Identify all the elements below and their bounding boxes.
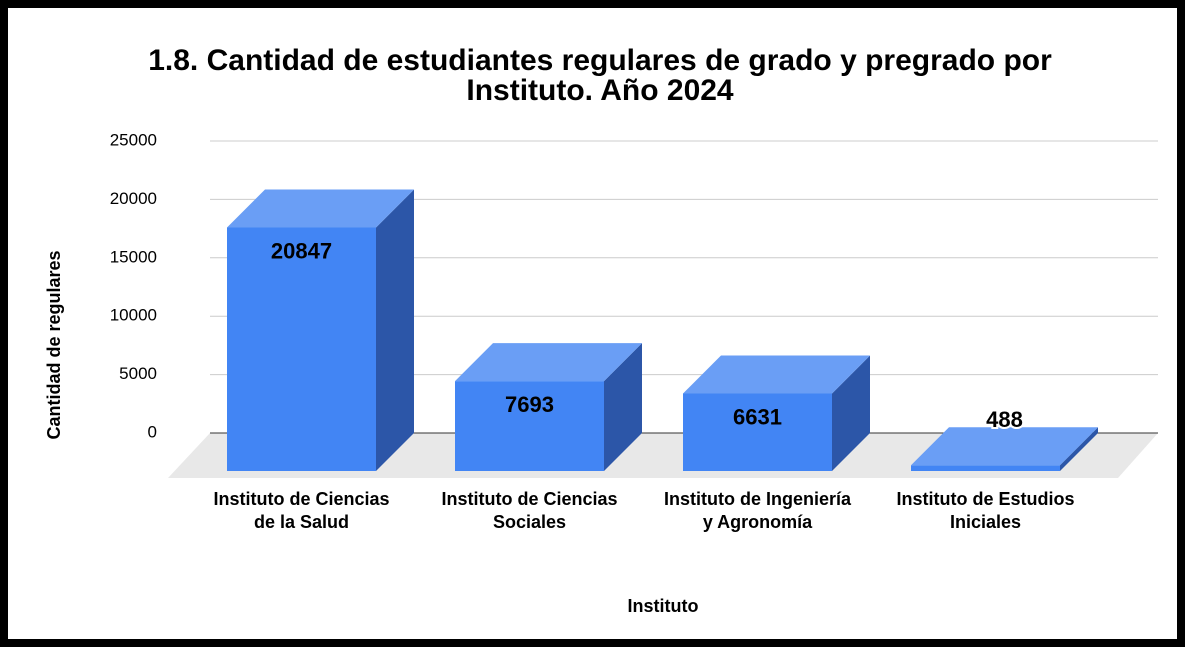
bar-front [911,465,1060,471]
y-tick-label: 10000 [110,306,157,325]
x-tick-label: Instituto de Ingeniería y Agronomía [663,489,851,532]
bar-top [683,355,870,394]
x-tick-label: Instituto de Estudios Iniciales [896,489,1075,532]
bar [911,427,1098,471]
bar [683,355,870,471]
x-tick-label: Instituto de Ciencias de la Salud [213,489,390,532]
floor [168,433,1158,478]
x-tick-label: Instituto de Ciencias Sociales [441,489,618,532]
bar-front [455,381,604,471]
bar [227,189,414,472]
y-tick-label: 15000 [110,247,157,266]
bar-front [683,393,832,471]
y-tick-label: 20000 [110,189,157,208]
bar-top [911,427,1098,466]
data-label: 6631 [733,404,782,429]
y-axis-title: Cantidad de regulares [44,250,64,439]
bar [455,343,642,471]
bar-top [227,189,414,228]
bar-side [604,343,642,471]
bar-side [376,189,414,472]
bar-side [832,355,870,471]
y-tick-label: 0 [148,422,157,441]
chart-title: 1.8. Cantidad de estudiantes regulares d… [148,44,1052,107]
y-tick-label: 5000 [119,364,157,383]
y-tick-label: 25000 [110,130,157,149]
bar-side [1060,427,1098,471]
bar-top [455,343,642,382]
x-axis-title: Instituto [628,596,699,616]
data-label: 488 [986,407,1023,432]
data-label: 7693 [505,392,554,417]
data-label: 20847 [271,238,332,263]
bar-front [227,227,376,471]
